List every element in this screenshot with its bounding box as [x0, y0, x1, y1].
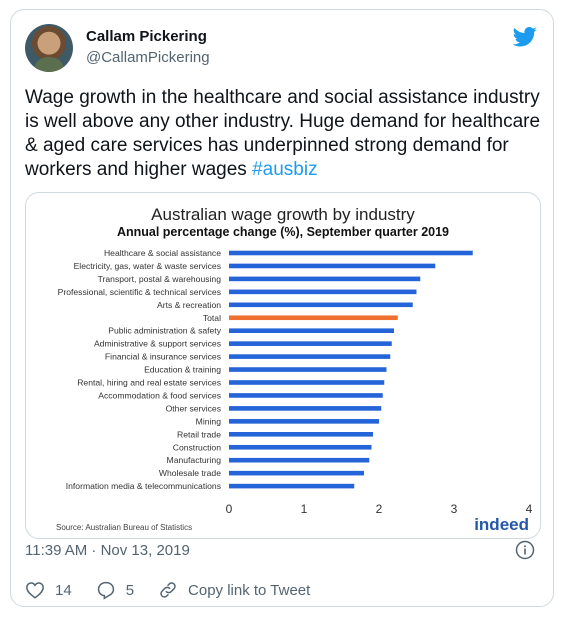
- bar: [229, 289, 417, 295]
- twitter-bird-icon[interactable]: [513, 26, 537, 48]
- bar: [229, 380, 385, 385]
- bar: [229, 276, 421, 282]
- bar: [229, 444, 372, 450]
- category-label: Construction: [173, 442, 221, 452]
- tweet-text: Wage growth in the healthcare and social…: [25, 86, 545, 182]
- indeed-logo: indeed: [474, 515, 529, 534]
- category-label: Information media & telecommunications: [66, 481, 221, 491]
- tweet-media-chart[interactable]: Australian wage growth by industry Annua…: [25, 192, 541, 539]
- bar: [229, 393, 383, 398]
- tweet-actions: 14 5 Copy link to Tweet: [25, 580, 334, 600]
- bar: [229, 328, 394, 333]
- bar: [229, 315, 398, 321]
- category-label: Financial & insurance services: [105, 352, 221, 362]
- bar: [229, 419, 379, 424]
- bar: [229, 354, 391, 359]
- author-name[interactable]: Callam Pickering: [86, 28, 207, 45]
- bar: [229, 470, 364, 476]
- category-label: Total: [203, 313, 221, 323]
- chart-subtitle: Annual percentage change (%), September …: [117, 225, 449, 239]
- category-label: Accommodation & food services: [98, 390, 221, 400]
- bar: [229, 263, 436, 269]
- bar: [229, 406, 382, 411]
- bar: [229, 367, 387, 372]
- hashtag-link[interactable]: #ausbiz: [252, 159, 318, 180]
- info-icon[interactable]: [515, 540, 535, 560]
- category-label: Rental, hiring and real estate services: [77, 378, 221, 388]
- x-tick-label: 3: [451, 502, 458, 516]
- x-tick-label: 4: [526, 502, 533, 516]
- bar: [229, 457, 370, 463]
- wage-growth-chart: Australian wage growth by industry Annua…: [56, 205, 533, 534]
- bar: [229, 432, 373, 437]
- x-tick-label: 0: [226, 502, 233, 516]
- category-label: Professional, scientific & technical ser…: [58, 287, 221, 297]
- reply-button[interactable]: 5: [96, 581, 134, 600]
- category-label: Retail trade: [177, 429, 221, 439]
- category-label: Wholesale trade: [159, 468, 221, 478]
- category-label: Mining: [196, 416, 222, 426]
- category-label: Transport, postal & warehousing: [98, 274, 222, 284]
- chart-source: Source: Australian Bureau of Statistics: [56, 523, 192, 532]
- category-label: Arts & recreation: [157, 300, 221, 310]
- copy-link-button[interactable]: Copy link to Tweet: [158, 580, 310, 600]
- tweet-timestamp[interactable]: 11:39 AM · Nov 13, 2019: [25, 542, 190, 559]
- link-icon: [160, 582, 176, 598]
- reply-count: 5: [125, 581, 135, 599]
- tweet-body: Wage growth in the healthcare and social…: [25, 87, 541, 180]
- bar: [229, 341, 392, 346]
- like-button[interactable]: 14: [25, 581, 72, 599]
- author-handle[interactable]: @CallamPickering: [86, 49, 210, 66]
- x-tick-label: 2: [376, 502, 383, 516]
- copy-link-label: Copy link to Tweet: [188, 581, 311, 599]
- category-label: Other services: [166, 403, 221, 413]
- category-label: Electricity, gas, water & waste services: [74, 261, 221, 271]
- category-label: Administrative & support services: [94, 339, 221, 349]
- like-count: 14: [55, 581, 72, 599]
- bar: [229, 302, 413, 308]
- category-label: Healthcare & social assistance: [104, 248, 221, 258]
- x-tick-label: 1: [301, 502, 308, 516]
- bar: [229, 483, 355, 489]
- category-label: Manufacturing: [167, 455, 222, 465]
- heart-icon: [26, 582, 44, 599]
- reply-icon: [97, 581, 114, 600]
- category-label: Public administration & safety: [108, 326, 221, 336]
- avatar[interactable]: [25, 24, 73, 72]
- chart-title: Australian wage growth by industry: [151, 205, 415, 224]
- tweet-card[interactable]: Callam Pickering @CallamPickering Wage g…: [10, 9, 554, 607]
- bar: [229, 250, 473, 256]
- category-label: Education & training: [144, 365, 221, 375]
